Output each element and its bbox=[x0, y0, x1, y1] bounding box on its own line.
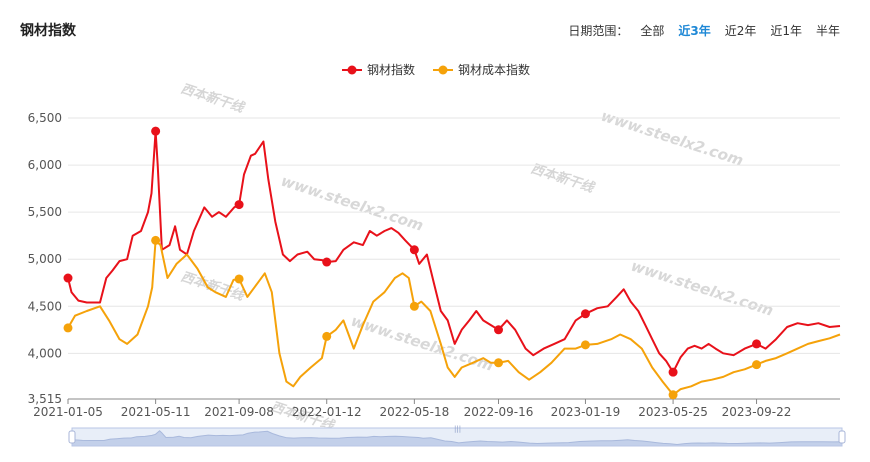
data-point-steel-index bbox=[668, 367, 678, 377]
legend-label-steel: 钢材指数 bbox=[367, 62, 415, 77]
x-tick-label: 2021-09-08 bbox=[204, 405, 274, 419]
date-range-label: 日期范围： bbox=[568, 24, 629, 38]
watermark-text: www.steelx2.com bbox=[279, 172, 426, 235]
watermark-text: www.steelx2.com bbox=[599, 107, 746, 170]
y-gridlines bbox=[68, 117, 840, 400]
watermark-logo-text: 西本新干线 bbox=[179, 269, 248, 305]
data-point-cost-index bbox=[580, 340, 590, 350]
y-tick-label: 6,000 bbox=[28, 158, 62, 172]
y-axis-ticks: 3,515 4,000 4,500 5,000 5,500 6,000 6,500 bbox=[28, 111, 62, 406]
data-zoom-slider[interactable]: ||| bbox=[68, 425, 846, 447]
data-point-cost-index bbox=[668, 390, 678, 400]
watermark-text: www.steelx2.com bbox=[349, 312, 496, 375]
watermark-logo-text: 西本新干线 bbox=[529, 161, 598, 197]
watermark-layer: www.steelx2.com www.steelx2.com www.stee… bbox=[179, 81, 776, 435]
zoom-handle-right[interactable] bbox=[838, 430, 846, 444]
x-tick-label: 2022-05-18 bbox=[379, 405, 449, 419]
watermark-text: www.steelx2.com bbox=[629, 257, 776, 320]
data-point-cost-index bbox=[151, 235, 161, 245]
data-point-cost-index bbox=[752, 360, 762, 370]
data-point-steel-index bbox=[322, 257, 332, 267]
data-point-steel-index bbox=[409, 245, 419, 255]
range-option-3y[interactable]: 近3年 bbox=[678, 24, 711, 38]
x-tick-label: 2023-01-19 bbox=[551, 405, 621, 419]
watermark-logo-text: 西本新干线 bbox=[179, 81, 248, 117]
data-point-steel-index bbox=[580, 309, 590, 319]
series-line-cost-index bbox=[67, 239, 841, 396]
y-tick-label: 4,500 bbox=[28, 299, 62, 313]
x-tick-label: 2023-05-25 bbox=[638, 405, 708, 419]
markers-layer bbox=[63, 126, 762, 400]
y-tick-label: 6,500 bbox=[28, 111, 62, 125]
range-option-2y[interactable]: 近2年 bbox=[724, 24, 757, 38]
data-point-cost-index bbox=[409, 301, 419, 311]
x-tick-label: 2022-01-12 bbox=[292, 405, 362, 419]
x-tick-label: 2023-09-22 bbox=[722, 405, 792, 419]
data-point-cost-index bbox=[63, 323, 73, 333]
y-tick-label: 3,515 bbox=[28, 392, 62, 406]
legend-label-cost: 钢材成本指数 bbox=[458, 62, 530, 77]
legend: 钢材指数 钢材成本指数 bbox=[342, 62, 530, 77]
data-point-steel-index bbox=[151, 126, 161, 136]
data-point-steel-index bbox=[752, 339, 762, 349]
data-point-steel-index bbox=[494, 325, 504, 335]
svg-text:|||: ||| bbox=[454, 425, 461, 433]
data-point-steel-index bbox=[63, 273, 73, 283]
page-title: 钢材指数 bbox=[20, 23, 76, 39]
y-tick-label: 4,000 bbox=[28, 346, 62, 360]
legend-item-cost[interactable]: 钢材成本指数 bbox=[433, 62, 530, 77]
data-point-cost-index bbox=[494, 358, 504, 368]
range-option-1y[interactable]: 近1年 bbox=[770, 24, 802, 38]
data-point-steel-index bbox=[234, 200, 244, 210]
x-axis: 2021-01-05 2021-05-11 2021-09-08 2022-01-12… bbox=[33, 399, 791, 419]
data-point-cost-index bbox=[234, 274, 244, 284]
y-tick-label: 5,000 bbox=[28, 252, 62, 266]
date-range-selector: 日期范围： 全部 近3年 近2年 近1年 半年 bbox=[568, 22, 840, 39]
y-tick-label: 5,500 bbox=[28, 205, 62, 219]
x-tick-label: 2022-09-16 bbox=[464, 405, 534, 419]
series-line-steel-index bbox=[67, 130, 841, 374]
zoom-handle-left[interactable] bbox=[68, 430, 76, 444]
legend-item-steel[interactable]: 钢材指数 bbox=[342, 62, 415, 77]
range-option-half-year[interactable]: 半年 bbox=[815, 24, 840, 38]
data-point-cost-index bbox=[322, 331, 332, 341]
x-tick-label: 2021-01-05 bbox=[33, 405, 103, 419]
x-tick-label: 2021-05-11 bbox=[121, 405, 191, 419]
range-option-all[interactable]: 全部 bbox=[640, 24, 665, 38]
